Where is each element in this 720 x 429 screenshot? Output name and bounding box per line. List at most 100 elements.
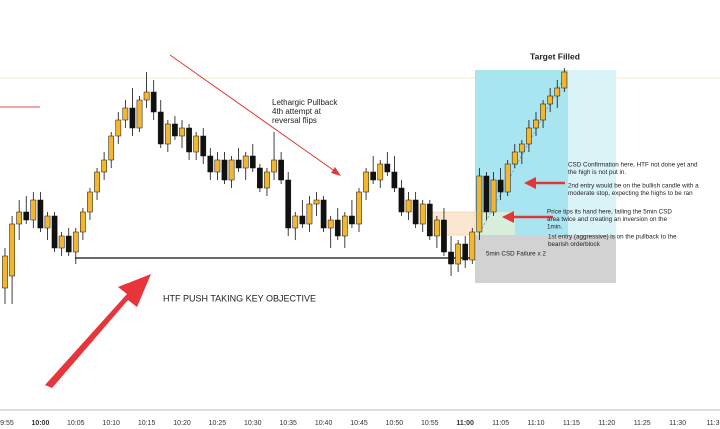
candle-body [157,111,164,145]
candle-body [554,87,561,97]
target-zone-extension [568,70,616,235]
candles [2,68,568,304]
candle-body [249,155,256,169]
candle-body [377,163,384,181]
candle-body [242,155,249,169]
candle-body [143,91,150,101]
candle-body [172,123,178,137]
x-tick-label: 10:05 [67,420,85,427]
x-tick-label: 10:35 [279,420,297,427]
candle-body [356,191,362,225]
annotation: area twice and creating an inversion on … [547,216,668,223]
x-tick-label: 11:00 [456,420,474,427]
candle-body [200,135,207,157]
candle-body [434,219,440,237]
x-tick-label: 10:20 [173,420,191,427]
annotation: Target Filled [530,51,580,61]
x-tick-label: 10:15 [138,420,156,427]
candle-body [122,107,129,121]
candle-body [448,251,454,265]
candle-body [51,215,58,249]
candle-body [2,255,8,289]
x-tick-label: 11:3 [706,420,719,427]
candle-body [405,199,412,213]
candle-body [264,171,270,189]
candle-body [115,119,122,137]
x-tick-label: 10:55 [421,420,439,427]
candle-body [285,179,292,229]
candle-body [193,135,200,153]
candle-body [511,151,518,165]
candle-body [150,91,157,113]
arrows [45,54,565,388]
candle-body [363,171,369,193]
candle-body [561,71,568,89]
annotation: moderate stop, expecting the highs to be… [568,190,693,197]
arrow-head [331,167,341,176]
candle-body [292,215,299,229]
candle-body [186,127,192,153]
candle-body [257,167,263,189]
candle-body [228,159,235,181]
candle-body [533,119,539,129]
candle-body [221,159,228,181]
candle-body [518,143,525,153]
candle-body [384,163,391,173]
candle-body [101,159,107,173]
annotation: 1min. [547,224,563,231]
x-tick-label: 11:05 [492,420,509,427]
candle-body [214,159,221,173]
candle-body [313,199,320,205]
candle-body [504,163,511,193]
annotation: Price tips its hand here, failing the 5m… [547,209,672,216]
arrow-head [524,177,536,189]
candle-body [455,243,461,265]
candle-body [44,215,51,229]
candle-body [164,123,171,145]
annotation: bearish orderblock [548,241,601,248]
candle-body [80,211,86,233]
candle-body [462,243,469,261]
candle-body [306,203,313,225]
x-tick-label: 10:10 [102,420,120,427]
candle-body [72,231,79,253]
annotation: HTF PUSH TAKING KEY OBJECTIVE [163,293,316,303]
candle-body [23,211,30,221]
candle-body [370,171,377,181]
arrow-head [502,211,514,223]
candle-body [278,159,284,181]
x-tick-label: 11:10 [528,420,545,427]
annotation: 4th attempt at [272,107,322,116]
candle-body [16,211,23,225]
big-arrow [45,274,151,388]
candle-body [426,203,433,237]
candle-body [108,135,115,161]
annotation: 2nd entry would be on the bullish candle… [568,183,699,190]
x-tick-label: 10:50 [386,420,404,427]
candle-body [129,107,136,129]
candle-body [65,235,72,253]
candle-body [320,199,327,229]
x-tick-label: 10:30 [244,420,262,427]
x-tick-label: 10:40 [315,420,333,427]
x-tick-label: 11:15 [563,420,580,427]
candle-body [497,179,504,193]
candle-body [341,215,348,237]
candle-body [469,231,476,261]
candle-body [547,95,554,105]
candle-body [391,171,398,189]
candle-body [87,191,93,213]
x-tick-label: 11:30 [669,420,686,427]
x-tick-label: 10:45 [350,420,368,427]
candle-body [483,175,490,213]
candle-body [94,171,100,193]
candle-body [299,215,306,225]
candle-body [349,215,355,225]
candle-body [334,219,341,237]
candle-body [412,199,419,225]
candle-body [37,199,44,229]
candle-body [207,155,214,173]
